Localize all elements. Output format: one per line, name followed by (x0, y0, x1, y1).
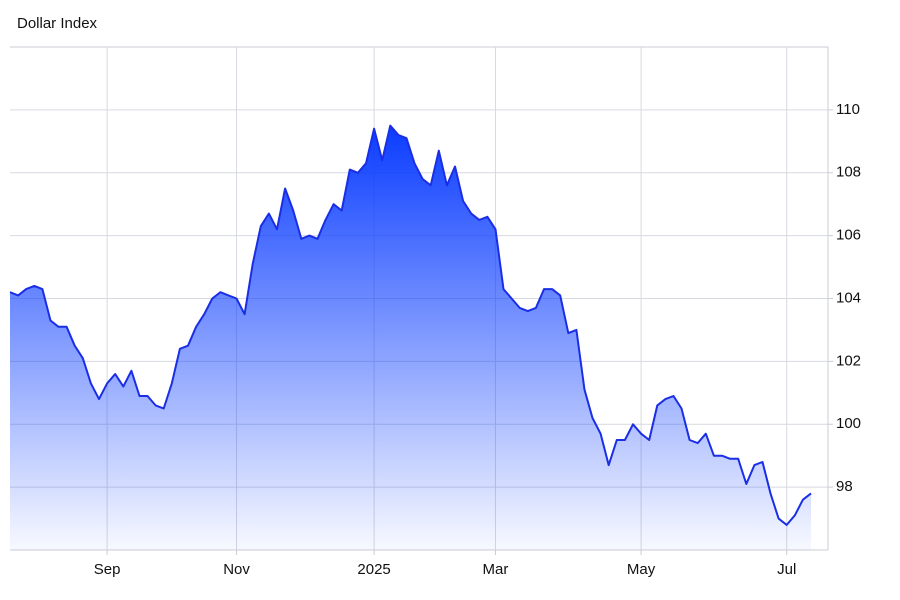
area-fill (10, 125, 811, 550)
x-tick-label: Mar (483, 561, 509, 578)
y-tick-label: 110 (836, 101, 860, 118)
x-tick-label: Sep (94, 561, 121, 578)
y-tick-label: 98 (836, 478, 853, 495)
y-tick-label: 108 (836, 164, 861, 181)
chart-title: Dollar Index (17, 15, 98, 32)
x-tick-label: Nov (223, 561, 250, 578)
y-tick-label: 100 (836, 415, 861, 432)
x-tick-label: 2025 (357, 561, 390, 578)
x-tick-label: Jul (777, 561, 796, 578)
y-tick-label: 102 (836, 352, 861, 369)
line (9, 124, 812, 526)
y-tick-label: 104 (836, 289, 861, 306)
y-tick-label: 106 (836, 227, 861, 244)
x-tick-label: May (627, 561, 656, 578)
